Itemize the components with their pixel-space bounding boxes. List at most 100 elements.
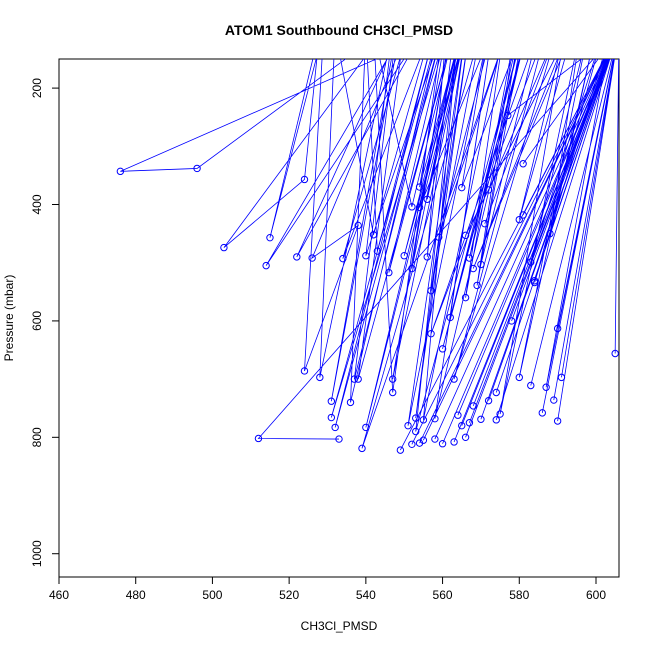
- data-point: [507, 317, 516, 325]
- data-point: [527, 258, 535, 266]
- data-point: [469, 264, 477, 273]
- y-tick-label: 200: [30, 78, 44, 98]
- data-point: [427, 330, 435, 338]
- data-point: [254, 434, 263, 443]
- data-point: [415, 183, 424, 191]
- data-point: [408, 440, 416, 448]
- data-point: [461, 433, 470, 442]
- data-point: [473, 281, 481, 290]
- points-layer: [116, 111, 619, 454]
- plot-frame: [58, 58, 620, 578]
- data-point: [396, 446, 405, 454]
- data-point: [362, 252, 370, 260]
- data-point: [504, 111, 512, 120]
- data-point: [427, 286, 435, 295]
- y-tick-label: 1000: [30, 540, 44, 567]
- data-point: [438, 440, 447, 448]
- data-point: [300, 175, 309, 184]
- data-point: [412, 427, 420, 436]
- data-point: [431, 435, 439, 443]
- data-point: [530, 277, 539, 285]
- data-point: [415, 439, 424, 447]
- data-point: [423, 195, 431, 203]
- data-point: [193, 164, 201, 173]
- data-point: [515, 215, 523, 224]
- x-tick-label: 520: [279, 588, 299, 602]
- x-tick-label: 580: [509, 588, 529, 602]
- data-point: [553, 324, 562, 333]
- data-point: [519, 160, 527, 168]
- data-point: [327, 397, 336, 405]
- data-point: [362, 423, 370, 432]
- y-tick-label: 400: [30, 194, 44, 214]
- data-point: [358, 444, 366, 453]
- y-tick-label: 800: [30, 427, 44, 447]
- data-point: [327, 413, 336, 422]
- data-point: [389, 388, 397, 397]
- data-point: [415, 203, 424, 212]
- data-point: [458, 421, 466, 430]
- data-point: [300, 367, 309, 375]
- data-point: [308, 254, 316, 262]
- x-tick-label: 500: [202, 588, 222, 602]
- data-point: [492, 416, 500, 424]
- data-point: [484, 396, 493, 405]
- data-point: [450, 375, 458, 383]
- data-point: [339, 254, 347, 263]
- data-point: [400, 252, 408, 260]
- data-point: [550, 396, 558, 404]
- chart-title: ATOM1 Southbound CH3Cl_PMSD: [225, 22, 453, 38]
- data-point: [461, 231, 470, 240]
- data-point: [346, 398, 355, 407]
- data-point: [546, 229, 554, 238]
- data-point: [477, 260, 485, 269]
- data-point: [481, 220, 489, 228]
- series-layer: [120, 59, 619, 451]
- data-point: [423, 253, 431, 261]
- x-tick-label: 460: [49, 588, 69, 602]
- data-point: [469, 402, 477, 410]
- x-tick-label: 480: [126, 588, 146, 602]
- data-point: [611, 349, 619, 358]
- data-point: [354, 221, 362, 230]
- data-point: [477, 415, 485, 423]
- data-point: [316, 373, 324, 382]
- data-point: [557, 373, 566, 382]
- data-point: [335, 435, 343, 443]
- data-point: [484, 186, 493, 194]
- data-point: [354, 375, 362, 383]
- data-point: [538, 409, 546, 417]
- data-point: [369, 231, 378, 239]
- y-axis-label: Pressure (mbar): [2, 275, 16, 362]
- x-tick-label: 560: [433, 588, 453, 602]
- data-point: [519, 211, 527, 219]
- data-point: [465, 419, 474, 427]
- data-point: [419, 416, 428, 424]
- data-point: [408, 264, 416, 273]
- x-tick-label: 600: [586, 588, 606, 602]
- data-point: [373, 247, 382, 255]
- data-point: [450, 438, 458, 446]
- data-point: [262, 261, 270, 270]
- x-tick-label: 540: [356, 588, 376, 602]
- data-point: [446, 313, 454, 322]
- data-point: [492, 388, 500, 397]
- data-point: [385, 268, 393, 277]
- data-point: [435, 233, 443, 241]
- data-point: [461, 293, 470, 302]
- data-point: [553, 417, 562, 425]
- series-line: [120, 59, 619, 451]
- data-point: [116, 167, 125, 176]
- data-point: [527, 381, 535, 390]
- data-point: [293, 253, 301, 261]
- data-point: [331, 423, 339, 432]
- data-point: [515, 373, 523, 382]
- x-axis-label: CH3Cl_PMSD: [301, 619, 378, 633]
- data-point: [412, 414, 420, 422]
- data-point: [438, 345, 447, 353]
- x-axis: 460 480 500 520 540 560 580 600: [49, 577, 606, 602]
- data-point: [458, 183, 466, 192]
- data-point: [431, 414, 439, 423]
- data-point: [350, 375, 359, 383]
- data-point: [542, 383, 550, 391]
